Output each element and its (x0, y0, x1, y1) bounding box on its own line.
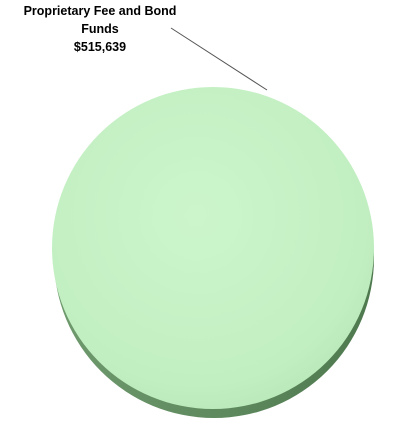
slice-label: Proprietary Fee and Bond Funds $515,639 (0, 2, 200, 56)
slice-label-line-2: Funds (81, 22, 119, 36)
slice-label-line-1: Proprietary Fee and Bond (23, 4, 177, 18)
leader-line (170, 27, 268, 91)
pie-slice[interactable] (52, 87, 374, 409)
slice-label-value: $515,639 (73, 40, 127, 54)
